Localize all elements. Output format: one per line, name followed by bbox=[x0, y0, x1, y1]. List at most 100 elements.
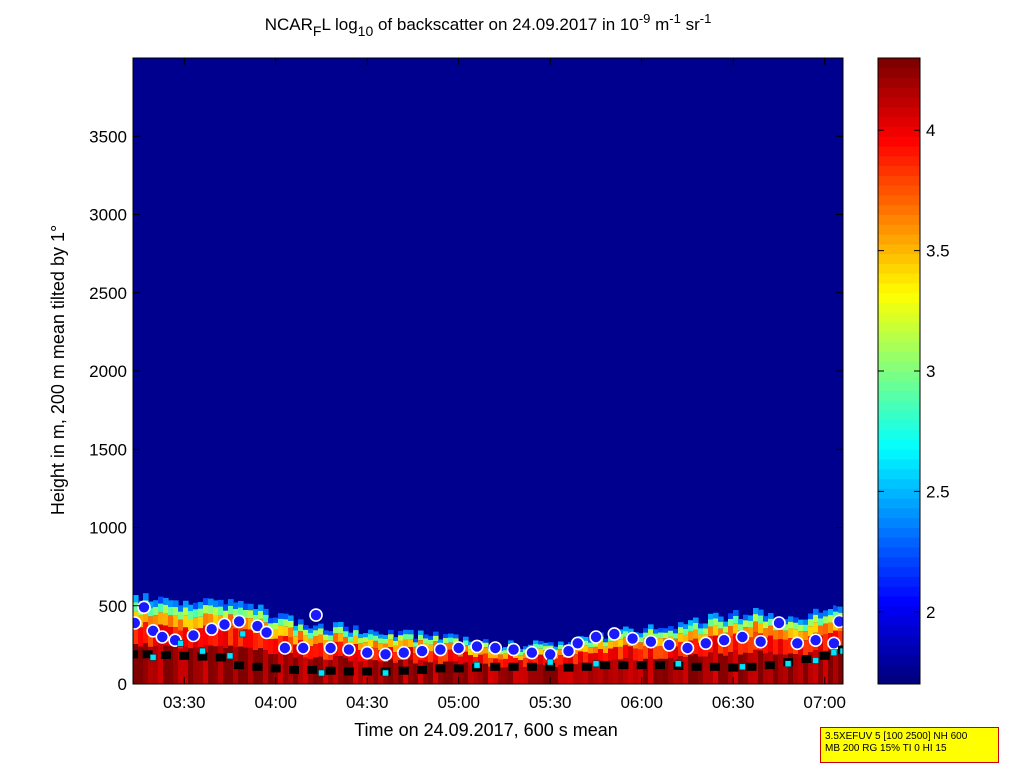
cyan-marker bbox=[318, 669, 325, 677]
heatmap-cell bbox=[323, 630, 329, 635]
heatmap-cell bbox=[818, 651, 824, 684]
heatmap-cell bbox=[453, 634, 459, 639]
heatmap-cell bbox=[198, 602, 204, 609]
heatmap-cell bbox=[223, 648, 229, 684]
heatmap-cell bbox=[248, 603, 254, 611]
heatmap-cell bbox=[478, 654, 484, 665]
heatmap-cell bbox=[673, 628, 679, 634]
heatmap-cell bbox=[658, 632, 664, 639]
heatmap-cell bbox=[408, 629, 414, 635]
heatmap-cell bbox=[628, 628, 634, 634]
heatmap-cell bbox=[618, 633, 624, 640]
heatmap-cell bbox=[303, 657, 309, 684]
heatmap-cell bbox=[468, 649, 474, 656]
heatmap-cell bbox=[308, 628, 314, 633]
heatmap-cell bbox=[408, 659, 414, 684]
heatmap-cell bbox=[263, 614, 269, 623]
colorbar-swatch bbox=[878, 390, 920, 401]
heatmap-cell bbox=[808, 613, 814, 620]
heatmap-cell bbox=[358, 638, 364, 644]
colorbar-swatch bbox=[878, 361, 920, 372]
heatmap-cell bbox=[688, 625, 694, 632]
heatmap-cell bbox=[573, 664, 579, 684]
heatmap-cell bbox=[243, 609, 249, 619]
heatmap-cell bbox=[288, 615, 294, 621]
heatmap-cell bbox=[223, 604, 229, 611]
mixing-layer-marker bbox=[232, 614, 246, 629]
heatmap-cell bbox=[228, 614, 234, 627]
heatmap-cell bbox=[663, 628, 669, 633]
mixing-layer-marker bbox=[506, 642, 521, 657]
mixing-layer-marker bbox=[415, 644, 429, 658]
heatmap-cell bbox=[613, 659, 619, 684]
heatmap-cell bbox=[658, 638, 664, 646]
heatmap-cell bbox=[483, 647, 489, 654]
heatmap-cell bbox=[723, 621, 729, 627]
heatmap-cell bbox=[543, 655, 549, 666]
heatmap-cell bbox=[798, 619, 804, 625]
heatmap-cell bbox=[243, 647, 249, 684]
heatmap-cell bbox=[608, 660, 614, 684]
cyan-marker bbox=[812, 657, 819, 664]
heatmap-cell bbox=[343, 636, 349, 646]
heatmap-cell bbox=[228, 645, 234, 684]
colorbar-tick-label: 4 bbox=[926, 121, 935, 140]
heatmap-cell bbox=[658, 658, 664, 684]
mixing-layer-marker bbox=[589, 630, 603, 644]
heatmap-cell bbox=[783, 654, 789, 684]
heatmap-cell bbox=[218, 646, 224, 684]
heatmap-cell bbox=[148, 646, 154, 684]
heatmap-cell bbox=[203, 605, 209, 614]
heatmap-cell bbox=[208, 614, 214, 626]
heatmap-cell bbox=[723, 655, 729, 684]
colorbar-swatch bbox=[878, 556, 920, 568]
colorbar-swatch bbox=[878, 58, 920, 69]
heatmap-cell bbox=[683, 624, 689, 629]
heatmap-cell bbox=[603, 642, 609, 647]
heatmap-cell bbox=[808, 619, 814, 627]
heatmap-cell bbox=[688, 631, 694, 641]
heatmap-cell bbox=[248, 618, 254, 630]
heatmap-cell bbox=[583, 640, 589, 646]
heatmap-cell bbox=[233, 628, 239, 648]
heatmap-cell bbox=[643, 658, 649, 684]
y-axis: 0 500 1000 1500 2000 2500 3000 3500 bbox=[89, 127, 843, 694]
colorbar-swatch bbox=[878, 165, 920, 176]
heatmap-cell bbox=[253, 615, 259, 623]
cyan-marker bbox=[674, 660, 682, 668]
heatmap-cell bbox=[348, 636, 354, 642]
lower-layer-marker bbox=[709, 662, 720, 671]
heatmap-cell bbox=[698, 634, 704, 643]
colorbar-swatch bbox=[878, 155, 920, 167]
lower-layer-marker bbox=[636, 661, 647, 670]
heatmap-cell bbox=[678, 627, 684, 634]
heatmap-cell bbox=[338, 656, 344, 684]
heatmap-cell bbox=[463, 645, 469, 652]
heatmap-cell bbox=[248, 647, 254, 684]
heatmap-cell bbox=[828, 650, 834, 684]
heatmap-cell bbox=[223, 629, 229, 649]
heatmap-cell bbox=[683, 634, 689, 644]
heatmap-cell bbox=[503, 653, 509, 659]
heatmap-cell bbox=[433, 635, 439, 642]
heatmap-cell bbox=[393, 645, 399, 653]
heatmap-cell bbox=[238, 607, 244, 616]
heatmap-cell bbox=[738, 639, 744, 655]
x-axis-label: Time on 24.09.2017, 600 s mean bbox=[354, 720, 618, 740]
heatmap-cell bbox=[283, 652, 289, 684]
colorbar: 2 2.5 3 3.5 4 bbox=[877, 57, 950, 685]
cyan-marker bbox=[226, 652, 234, 660]
heatmap-cell bbox=[318, 628, 324, 635]
heatmap-cell bbox=[183, 646, 189, 684]
colorbar-swatch bbox=[878, 116, 920, 127]
colorbar-swatch bbox=[878, 380, 920, 392]
cyan-marker bbox=[839, 647, 843, 655]
heatmap-cell bbox=[558, 664, 564, 684]
heatmap-cell bbox=[493, 658, 499, 668]
lower-layer-marker bbox=[435, 664, 446, 673]
heatmap-cell bbox=[233, 602, 239, 610]
heatmap-cell bbox=[363, 637, 369, 643]
colorbar-swatch bbox=[878, 302, 920, 313]
colorbar-swatch bbox=[878, 146, 920, 157]
